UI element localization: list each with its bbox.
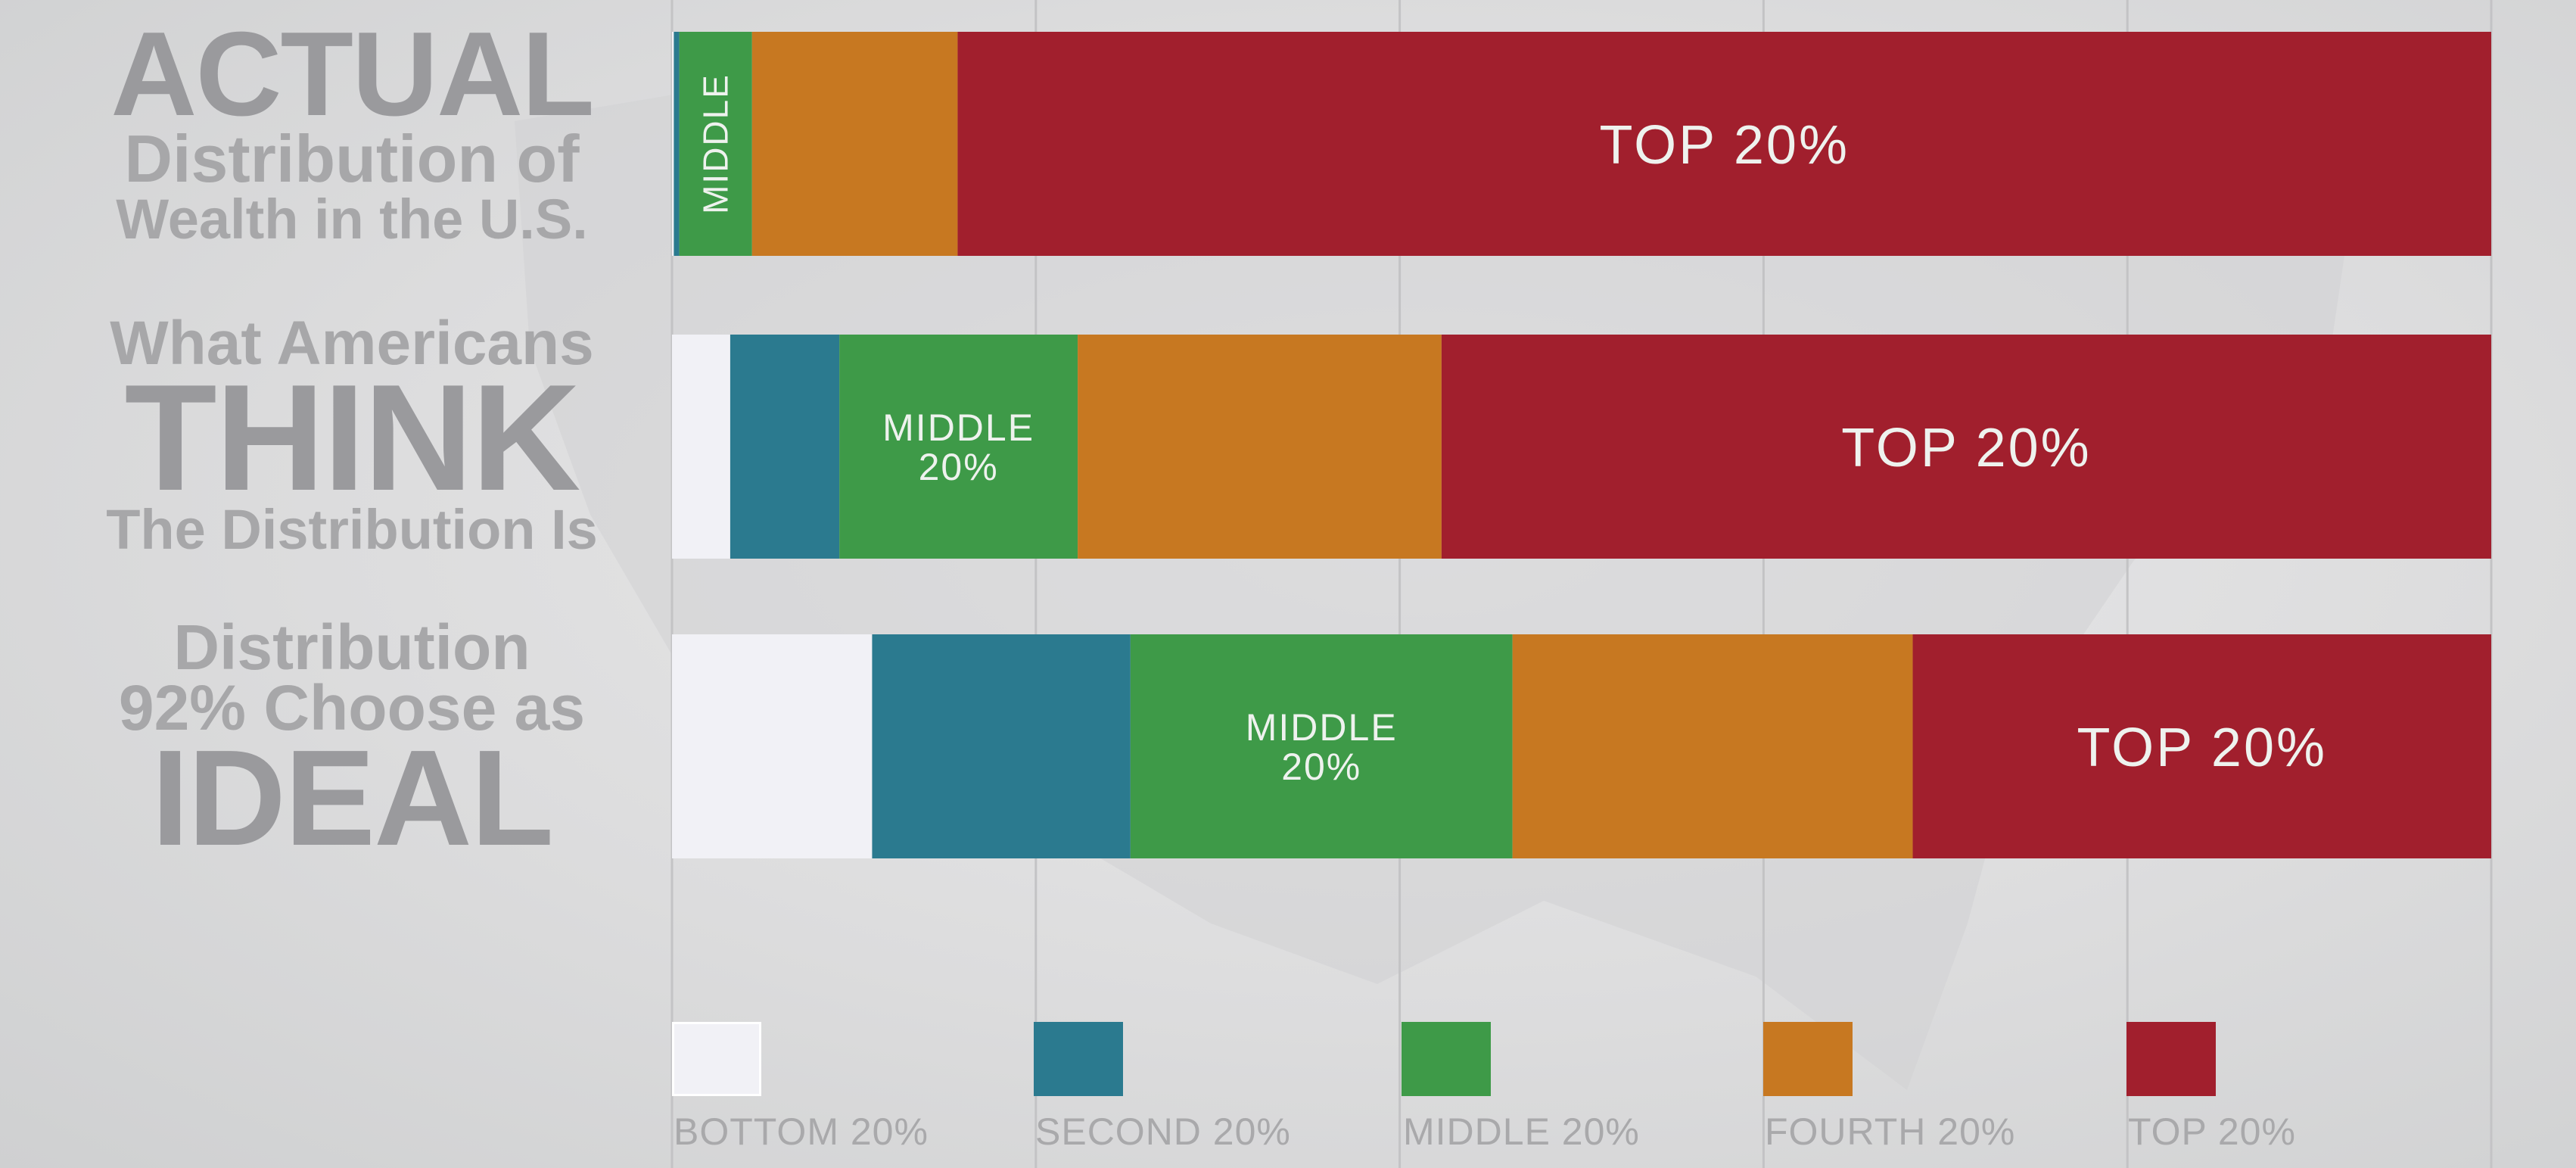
legend-item-bottom: BOTTOM 20% [672, 1022, 928, 1153]
legend-item-top: TOP 20% [2126, 1022, 2295, 1153]
row-label-line: IDEAL [151, 722, 554, 874]
bar-segment-top [1441, 335, 2491, 559]
bar-segment-second [730, 335, 840, 559]
legend-swatch [1763, 1022, 1853, 1096]
row-label-line: Wealth in the U.S. [116, 188, 588, 251]
legend-label: TOP 20% [2128, 1110, 2296, 1153]
bar-segment-top [957, 32, 2491, 256]
bar-segment-bottom [672, 335, 730, 559]
bar-label: MIDDLE [1246, 706, 1398, 749]
legend-item-fourth: FOURTH 20% [1763, 1022, 2014, 1153]
bar-label: 20% [919, 446, 999, 488]
legend-swatch [1402, 1022, 1491, 1096]
legend-label: FOURTH 20% [1765, 1110, 2016, 1153]
bar-segment-fourth [751, 32, 958, 256]
legend-label: SECOND 20% [1035, 1110, 1291, 1153]
row-label-line: 92% Choose as [118, 672, 586, 743]
row-label-ideal: Distribution 92% Choose as IDEAL [61, 612, 643, 874]
legend-swatch [672, 1022, 761, 1096]
row-label-line: Distribution [173, 612, 530, 683]
legend-swatch [1034, 1022, 1123, 1096]
bar-segment-second [872, 634, 1131, 858]
bar-segment-top [1912, 634, 2491, 858]
row-label-actual: ACTUAL Distribution of Wealth in the U.S… [68, 8, 636, 251]
bar-segment-fourth [1512, 634, 1913, 858]
row-label-line: ACTUAL [110, 8, 594, 141]
bar-segment-bottom [672, 634, 873, 858]
bar-label: 20% [1281, 746, 1361, 788]
bar-segment-second [674, 32, 680, 256]
bar-label: TOP 20% [1841, 418, 2092, 478]
row-label-line: Distribution of [124, 121, 580, 196]
bar-label: MIDDLE [696, 73, 736, 214]
bar-segment-middle [1130, 634, 1513, 858]
legend-swatch [2126, 1022, 2216, 1096]
row-label-line: The Distribution Is [106, 498, 598, 561]
row-label-think: What Americans THINK The Distribution Is [53, 312, 651, 559]
row-label-line: THINK [124, 354, 580, 522]
bar-segment-middle [679, 32, 752, 256]
bar-label: MIDDLE [882, 406, 1034, 449]
bar-label: TOP 20% [2077, 718, 2328, 778]
bar-segment-bottom [672, 32, 674, 256]
bar-label: TOP 20% [1599, 115, 1850, 176]
legend-label: BOTTOM 20% [674, 1110, 929, 1153]
legend-item-second: SECOND 20% [1034, 1022, 1290, 1153]
legend-item-middle: MIDDLE 20% [1402, 1022, 1639, 1153]
bar-segment-fourth [1078, 335, 1442, 559]
bar-segment-middle [839, 335, 1078, 559]
legend-label: MIDDLE 20% [1403, 1110, 1640, 1153]
row-label-line: What Americans [110, 309, 594, 378]
